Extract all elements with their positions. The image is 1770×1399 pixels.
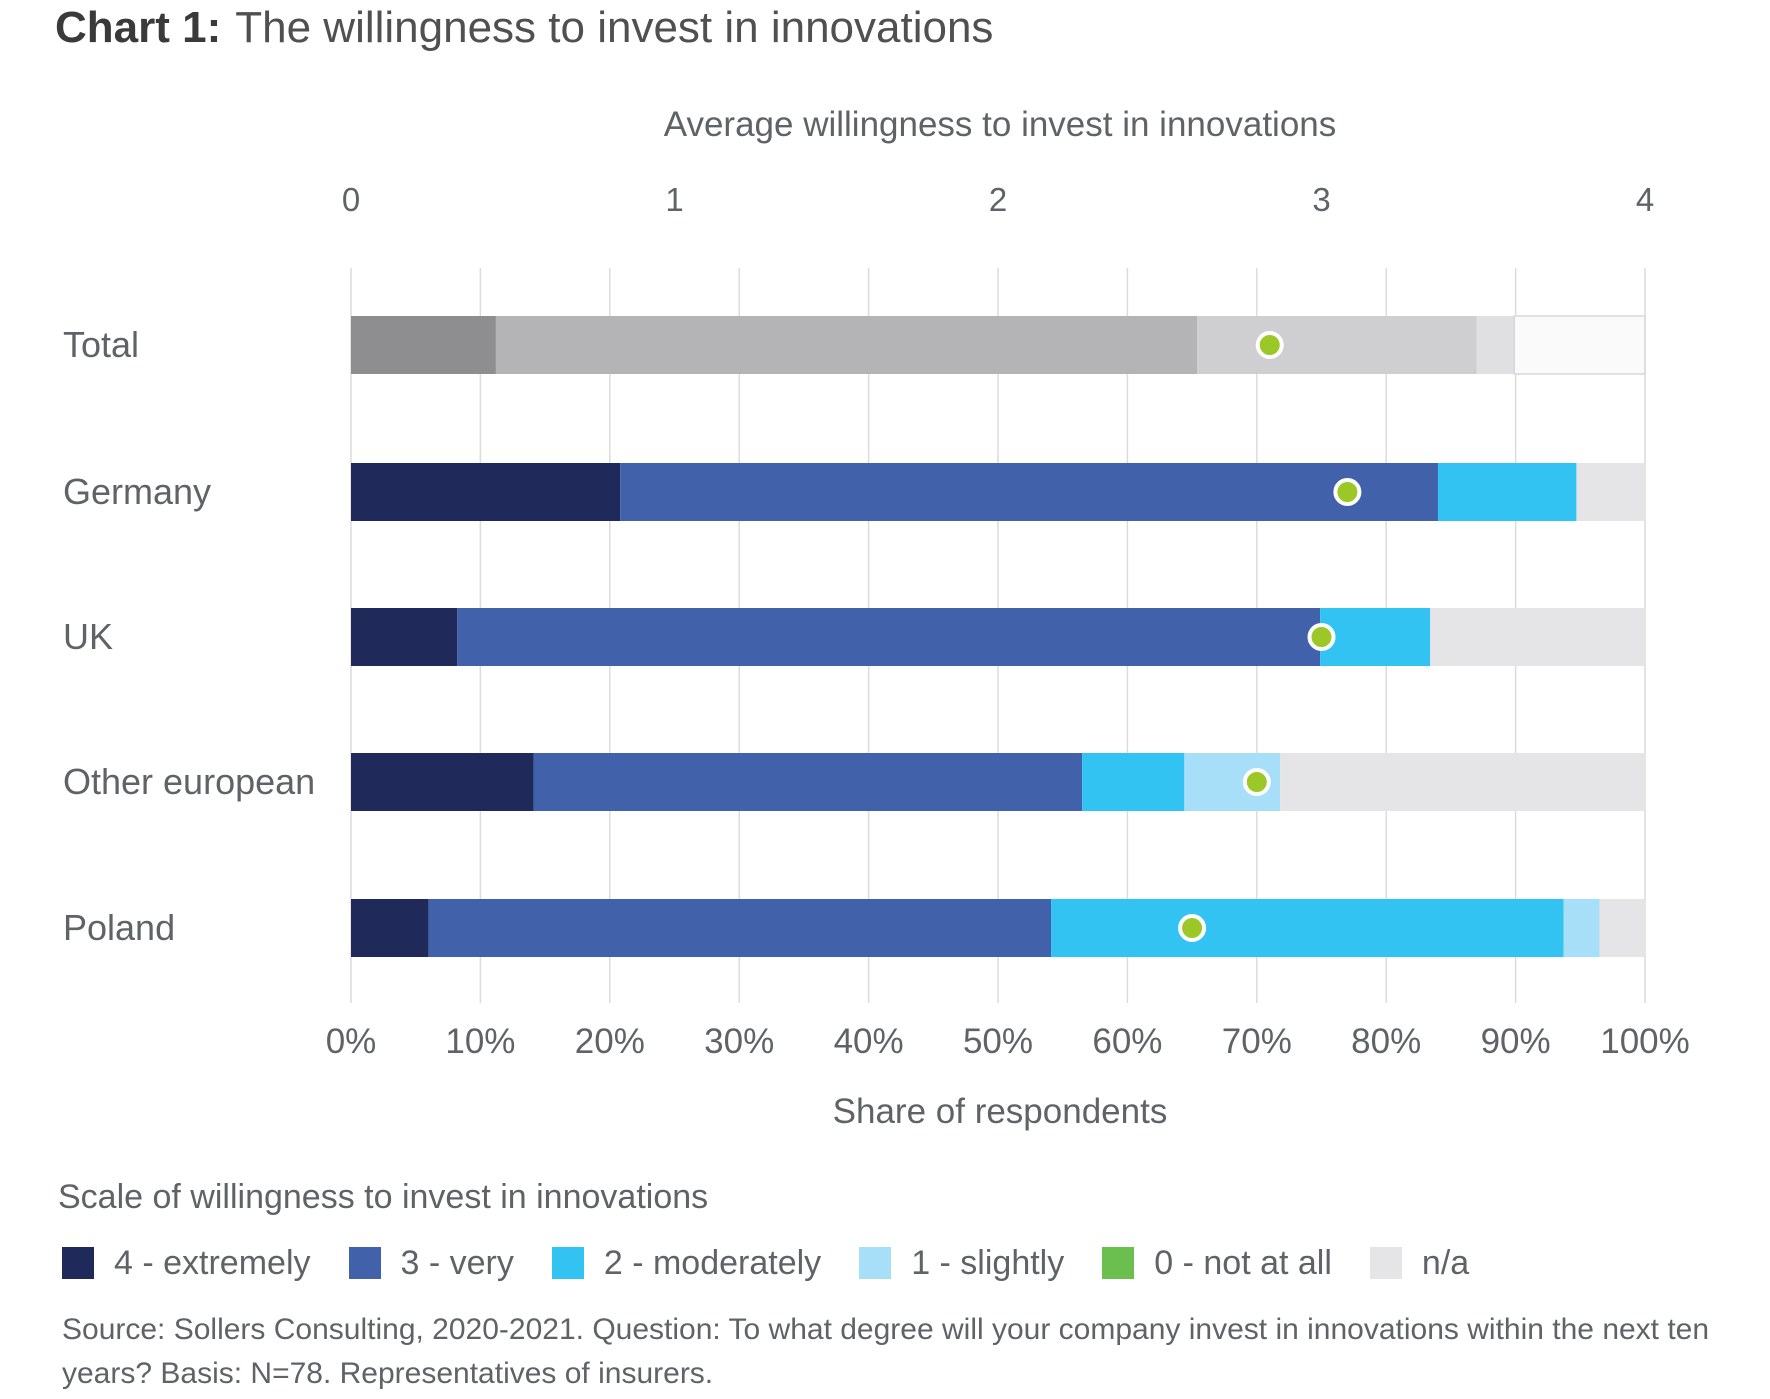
category-label: Total (63, 324, 139, 365)
legend-swatch (62, 1247, 94, 1279)
bar-segment (351, 463, 621, 521)
category-label: Germany (63, 471, 211, 512)
category-label: Other european (63, 761, 315, 802)
bottom-tick-label: 30% (704, 1022, 774, 1061)
stacked-bar-chart: 0% 10% 20% 30% 40% 50% 60% 70% 80% 90% 100% 0 1 2 3 4 To… (63, 105, 1690, 1131)
average-marker (1333, 478, 1362, 506)
bar-segment (1320, 608, 1431, 666)
chart-title-lead: Chart 1: (55, 3, 222, 52)
bar-segment (533, 753, 1083, 811)
source-note: Source: Sollers Consulting, 2020-2021. Q… (62, 1313, 1710, 1390)
bar-segment (1513, 315, 1646, 375)
bar-segment (620, 463, 1438, 521)
bar-segment (351, 316, 496, 374)
legend-swatch (551, 1247, 584, 1279)
bar-segment (351, 899, 429, 957)
average-marker (1255, 331, 1284, 359)
bar-segment (1082, 753, 1185, 811)
bar-segment (428, 899, 1052, 957)
average-marker (1178, 914, 1207, 942)
bottom-tick-label: 40% (834, 1022, 904, 1061)
legend-label: 0 - not at all (1154, 1243, 1332, 1282)
average-markers (1178, 331, 1362, 942)
bar-segment (457, 608, 1321, 666)
bar-segment (1280, 753, 1645, 811)
bottom-tick-label: 70% (1222, 1022, 1292, 1061)
legend-item: 4 - extremely (62, 1244, 311, 1283)
legend-label: 1 - slightly (911, 1243, 1065, 1282)
bar-segment (1576, 463, 1645, 521)
legend-swatch (859, 1247, 892, 1279)
bar-segment (1476, 316, 1515, 374)
bar-segment (1197, 316, 1477, 374)
chart-title-text: The willingness to invest in innovations (235, 3, 994, 52)
legend-swatch (1102, 1247, 1135, 1279)
average-marker (1242, 768, 1271, 796)
legend-label: 2 - moderately (603, 1243, 822, 1282)
legend-item: 3 - very (348, 1243, 514, 1283)
bottom-tick-label: 80% (1351, 1022, 1421, 1061)
legend-item: 1 - slightly (859, 1244, 1064, 1283)
bottom-tick-label: 100% (1600, 1022, 1690, 1061)
bottom-tick-label: 50% (963, 1022, 1033, 1061)
category-label: Poland (63, 907, 175, 948)
top-axis-title: Average willingness to invest in innovat… (664, 105, 1337, 144)
bar-segment (495, 316, 1198, 374)
category-label: UK (63, 616, 113, 657)
chart-title: Chart 1: The willingness to invest in inn… (55, 0, 993, 56)
top-tick-label: 1 (665, 181, 683, 218)
bar-segment (351, 608, 458, 666)
bottom-axis-title: Share of respondents (833, 1092, 1168, 1131)
bottom-tick-label: 90% (1481, 1022, 1551, 1061)
legend-item: 2 - moderately (551, 1243, 822, 1283)
legend-item: n/a (1369, 1243, 1470, 1283)
legend-label: n/a (1421, 1243, 1470, 1282)
bar-segment (351, 753, 534, 811)
bar-segment (1563, 899, 1600, 957)
top-tick-label: 4 (1636, 181, 1654, 218)
legend-label: 4 - extremely (114, 1243, 311, 1282)
bar-segment (1430, 608, 1645, 666)
legend-title: Scale of willingness to invest in innova… (58, 1178, 709, 1216)
legend: 4 - extremely 3 - very 2 - moderately 1 - s… (62, 1238, 1507, 1288)
bottom-tick-label: 60% (1092, 1022, 1162, 1061)
average-marker (1307, 623, 1336, 651)
bottom-tick-label: 10% (445, 1022, 515, 1061)
bar-segment (1599, 899, 1645, 957)
bar-segment (1051, 899, 1564, 957)
bottom-tick-label: 0% (326, 1022, 377, 1061)
top-tick-label: 0 (342, 181, 360, 218)
legend-swatch (1369, 1247, 1402, 1279)
top-tick-label: 2 (989, 181, 1007, 218)
bottom-tick-label: 20% (575, 1022, 645, 1061)
bar-segment (1437, 463, 1577, 521)
legend-item: 0 - not at all (1102, 1244, 1332, 1283)
top-tick-label: 3 (1312, 181, 1330, 218)
bars (351, 315, 1646, 957)
legend-swatch (348, 1247, 381, 1279)
legend-label: 3 - very (400, 1243, 514, 1282)
axis-labels: 0% 10% 20% 30% 40% 50% 60% 70% 80% 90% 100% 0 1 2 3 4 To… (63, 181, 1690, 1061)
